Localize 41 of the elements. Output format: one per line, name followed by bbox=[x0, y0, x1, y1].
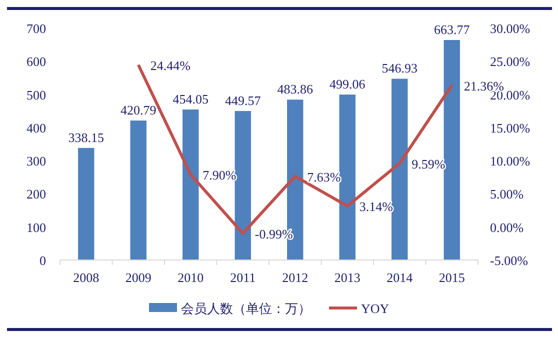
y-tick-label: 0 bbox=[40, 253, 46, 268]
x-tick-label: 2015 bbox=[438, 270, 465, 285]
y2-tick-label: 0.00% bbox=[490, 220, 524, 235]
data-label: 546.93 bbox=[382, 60, 418, 76]
y-tick-label: 200 bbox=[26, 186, 46, 202]
x-tick-label: 2014 bbox=[386, 270, 414, 285]
x-tick-label: 2010 bbox=[178, 270, 204, 285]
y-tick-label: 300 bbox=[26, 154, 46, 169]
y-tick-label: 100 bbox=[26, 220, 46, 235]
bar bbox=[182, 110, 199, 260]
data-label: 420.79 bbox=[120, 102, 156, 118]
data-label: 499.06 bbox=[330, 76, 366, 92]
legend-label: 会员人数（单位：万） bbox=[181, 301, 311, 316]
data-label: 483.86 bbox=[277, 82, 314, 97]
y2-tick-label: 30.00% bbox=[490, 21, 530, 36]
y-tick-label: 400 bbox=[26, 120, 46, 136]
x-tick-label: 2011 bbox=[230, 270, 256, 285]
bar bbox=[234, 111, 251, 260]
y-tick-label: 500 bbox=[26, 87, 46, 102]
data-label: 663.77 bbox=[434, 22, 470, 38]
bar bbox=[392, 78, 408, 260]
bar bbox=[339, 94, 356, 260]
bar bbox=[130, 120, 146, 260]
y2-tick-label: 15.00% bbox=[490, 120, 530, 136]
y2-tick-label: 10.00% bbox=[490, 154, 530, 169]
data-label: 338.15 bbox=[68, 130, 104, 145]
x-tick-label: 2009 bbox=[125, 270, 152, 285]
x-tick-label: 2012 bbox=[282, 270, 308, 285]
x-tick-label: 2013 bbox=[334, 270, 360, 285]
y2-tick-label: 5.00% bbox=[490, 186, 524, 202]
data-label: 449.57 bbox=[225, 93, 262, 108]
y2-tick-label: -5.00% bbox=[490, 253, 528, 268]
bar bbox=[78, 148, 94, 260]
bar bbox=[444, 40, 460, 260]
data-label: 454.05 bbox=[172, 92, 208, 107]
y-tick-label: 600 bbox=[26, 54, 46, 70]
x-tick-label: 2008 bbox=[73, 270, 100, 285]
legend-label: YOY bbox=[361, 301, 390, 316]
y-tick-label: 700 bbox=[26, 21, 46, 36]
data-label: 24.44% bbox=[150, 58, 191, 73]
y2-tick-label: 25.00% bbox=[490, 54, 530, 70]
